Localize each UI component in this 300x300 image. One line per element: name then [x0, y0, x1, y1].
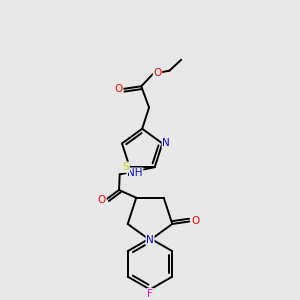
Text: O: O [153, 68, 162, 78]
Text: NH: NH [127, 168, 143, 178]
Text: O: O [114, 84, 123, 94]
Text: N: N [146, 235, 154, 245]
Text: O: O [191, 216, 199, 226]
Text: N: N [162, 138, 170, 148]
Text: F: F [147, 289, 153, 298]
Text: S: S [123, 162, 129, 172]
Text: O: O [98, 195, 106, 205]
